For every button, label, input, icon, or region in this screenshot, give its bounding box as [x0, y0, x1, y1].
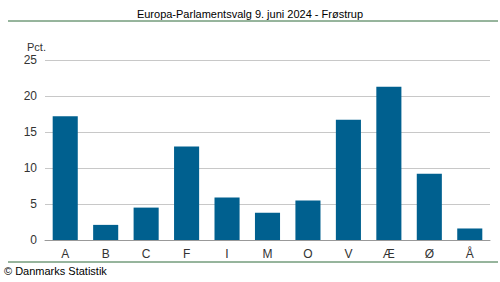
svg-text:25: 25	[24, 53, 38, 67]
svg-text:Europa-Parlamentsvalg 9. juni: Europa-Parlamentsvalg 9. juni 2024 - Frø…	[137, 8, 363, 20]
svg-text:Æ: Æ	[383, 247, 395, 261]
svg-text:Pct.: Pct.	[27, 41, 46, 53]
svg-text:10: 10	[24, 161, 38, 175]
svg-text:M: M	[263, 247, 273, 261]
svg-text:0: 0	[30, 233, 37, 247]
svg-text:B: B	[102, 247, 110, 261]
svg-text:O: O	[303, 247, 312, 261]
svg-text:I: I	[225, 247, 228, 261]
svg-text:A: A	[61, 247, 69, 261]
svg-text:© Danmarks Statistik: © Danmarks Statistik	[4, 265, 107, 277]
svg-text:V: V	[344, 247, 352, 261]
svg-text:15: 15	[24, 125, 38, 139]
svg-text:F: F	[183, 247, 190, 261]
svg-text:C: C	[142, 247, 151, 261]
svg-text:5: 5	[30, 197, 37, 211]
svg-text:20: 20	[24, 89, 38, 103]
svg-text:Å: Å	[466, 246, 474, 261]
svg-text:Ø: Ø	[425, 247, 434, 261]
